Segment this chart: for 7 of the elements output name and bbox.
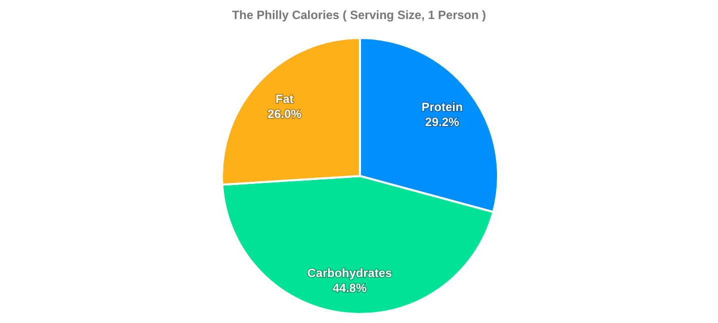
- slice-label: Fat: [276, 92, 294, 106]
- data-label: 44.8%: [332, 280, 367, 295]
- slice-label: Protein: [422, 100, 463, 114]
- slice-label: Carbohydrates: [307, 266, 392, 280]
- data-label: 26.0%: [268, 107, 302, 122]
- data-label: 29.2%: [425, 115, 460, 130]
- chart-title: The Philly Calories ( Serving Size, 1 Person ): [230, 8, 488, 22]
